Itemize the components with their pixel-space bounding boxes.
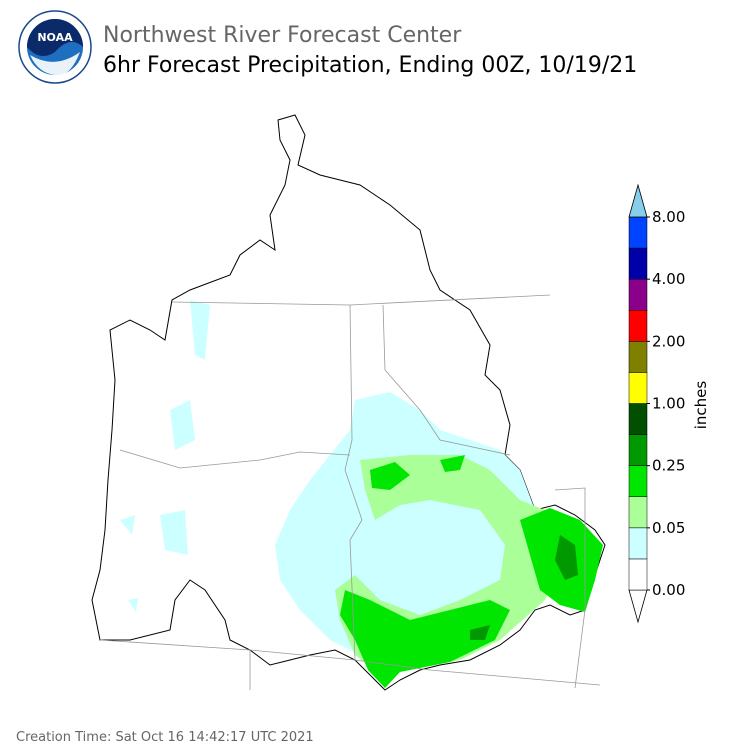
- colorbar: 0.00 0.05 0.25 1.00 2.00 4.00 8.00: [628, 183, 685, 624]
- map: [91, 114, 606, 691]
- colorbar-tick-label: 1.00: [652, 395, 685, 413]
- precip-heavier: [470, 535, 578, 640]
- colorbar-low-end: [628, 589, 648, 624]
- precip-heavy: [340, 455, 603, 688]
- creation-time: Creation Time: Sat Oct 16 14:42:17 UTC 2…: [16, 730, 314, 745]
- colorbar-bin: [628, 527, 648, 560]
- logo-text: NOAA: [37, 31, 73, 44]
- colorbar-tick-label: 0.05: [652, 519, 685, 537]
- colorbar-bin: [628, 247, 648, 280]
- colorbar-bin: [628, 310, 648, 342]
- colorbar-tick-label: 0.25: [652, 457, 685, 475]
- colorbar-bin: [628, 465, 648, 497]
- noaa-logo: NOAA: [18, 10, 92, 84]
- org-title: Northwest River Forecast Center: [103, 23, 462, 48]
- colorbar-bin: [628, 496, 648, 529]
- colorbar-bin: [628, 434, 648, 466]
- colorbar-label: inches: [692, 381, 710, 430]
- colorbar-bin: [628, 216, 648, 249]
- colorbar-tick-label: 8.00: [652, 208, 685, 226]
- colorbar-bin: [628, 558, 648, 591]
- precip-light-west: [120, 300, 210, 612]
- colorbar-bin: [628, 341, 648, 373]
- colorbar-tick-label: 0.00: [652, 581, 685, 599]
- colorbar-tick-label: 2.00: [652, 332, 685, 350]
- colorbar-bin: [628, 278, 648, 311]
- colorbar-high-end: [628, 183, 648, 218]
- colorbar-bin: [628, 403, 648, 435]
- state-lines: [99, 294, 601, 690]
- colorbar-bin: [628, 372, 648, 404]
- map-title: 6hr Forecast Precipitation, Ending 00Z, …: [103, 53, 637, 78]
- colorbar-tick-label: 4.00: [652, 270, 685, 288]
